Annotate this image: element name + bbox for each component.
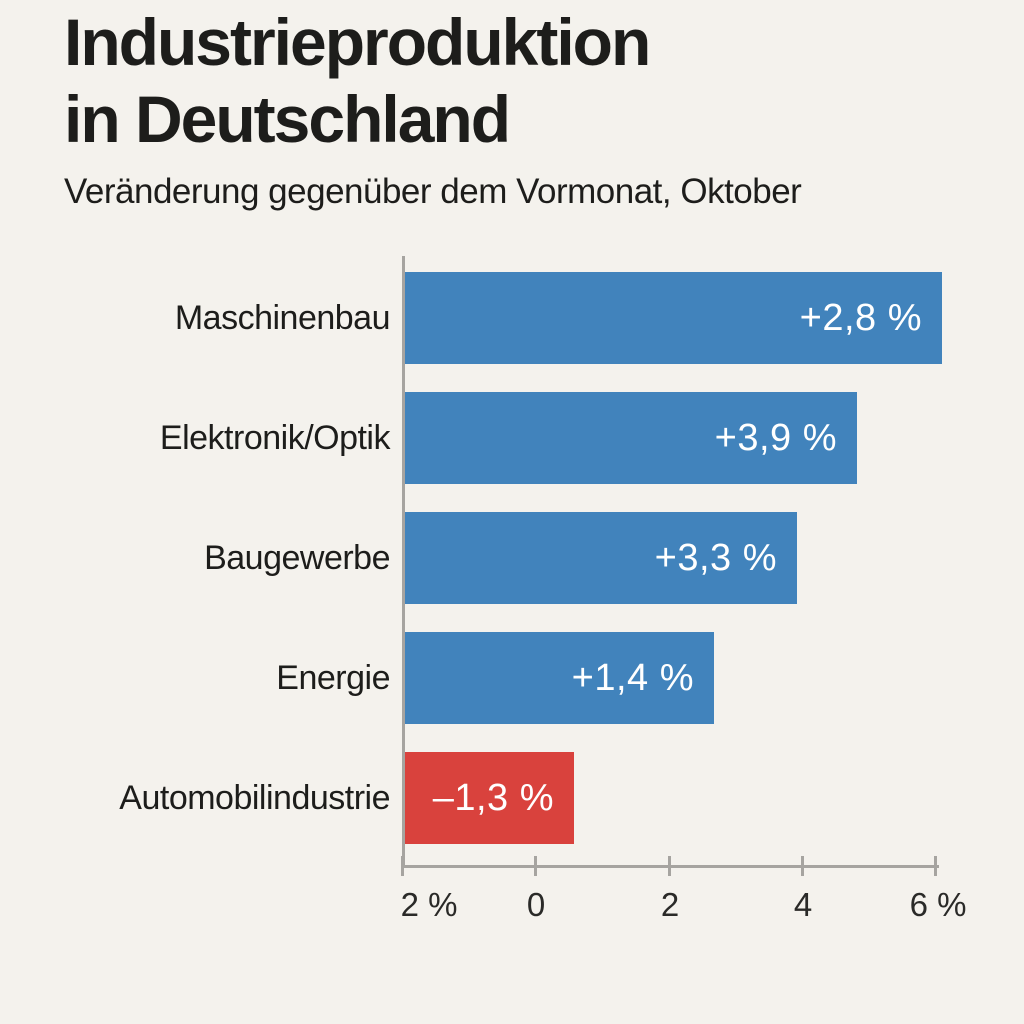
bar-row: Elektronik/Optik +3,9 %	[0, 392, 1024, 484]
category-label: Maschinenbau	[174, 298, 391, 337]
x-axis-tick	[401, 856, 404, 876]
bar-elektronik-optik: +3,9 %	[405, 392, 857, 484]
x-axis-tick	[801, 856, 804, 876]
bar-maschinenbau: +2,8 %	[405, 272, 942, 364]
bar-row: Baugewerbe +3,3 %	[0, 512, 1024, 604]
bar-value-label: +3,9 %	[714, 416, 837, 459]
x-axis-tick	[534, 856, 537, 876]
page-title: Industrieproduktion in Deutschland	[64, 4, 651, 158]
page-title-line-1: Industrieproduktion	[64, 5, 651, 79]
bar-value-label: +2,8 %	[799, 296, 922, 339]
category-label: Energie	[276, 658, 390, 697]
x-axis-tick-label: 2	[660, 886, 680, 923]
x-axis-tick-label: 0	[526, 886, 546, 923]
bar-row: Energie +1,4 %	[0, 632, 1024, 724]
bar-row: Maschinenbau +2,8 %	[0, 272, 1024, 364]
x-axis-tick-label: 4	[793, 886, 813, 923]
category-label: Automobilindustrie	[119, 778, 390, 817]
bar-value-label: +3,3 %	[654, 536, 777, 579]
bar-automobilindustrie: –1,3 %	[405, 752, 574, 844]
x-axis-tick-label: 2 %	[400, 886, 458, 923]
chart-subtitle: Veränderung gegenüber dem Vormonat, Okto…	[64, 172, 802, 211]
bar-value-label: +1,4 %	[571, 656, 694, 699]
page-title-line-2: in Deutschland	[64, 82, 511, 156]
bar-row: Automobilindustrie –1,3 %	[0, 752, 1024, 844]
bar-baugewerbe: +3,3 %	[405, 512, 797, 604]
chart-baseline	[402, 256, 405, 868]
bar-value-label: –1,3 %	[432, 776, 554, 819]
category-label: Elektronik/Optik	[159, 418, 391, 457]
x-axis-tick-label: 6 %	[909, 886, 967, 923]
x-axis-tick	[934, 856, 937, 876]
x-axis-tick	[668, 856, 671, 876]
bar-energie: +1,4 %	[405, 632, 714, 724]
category-label: Baugewerbe	[204, 538, 390, 577]
